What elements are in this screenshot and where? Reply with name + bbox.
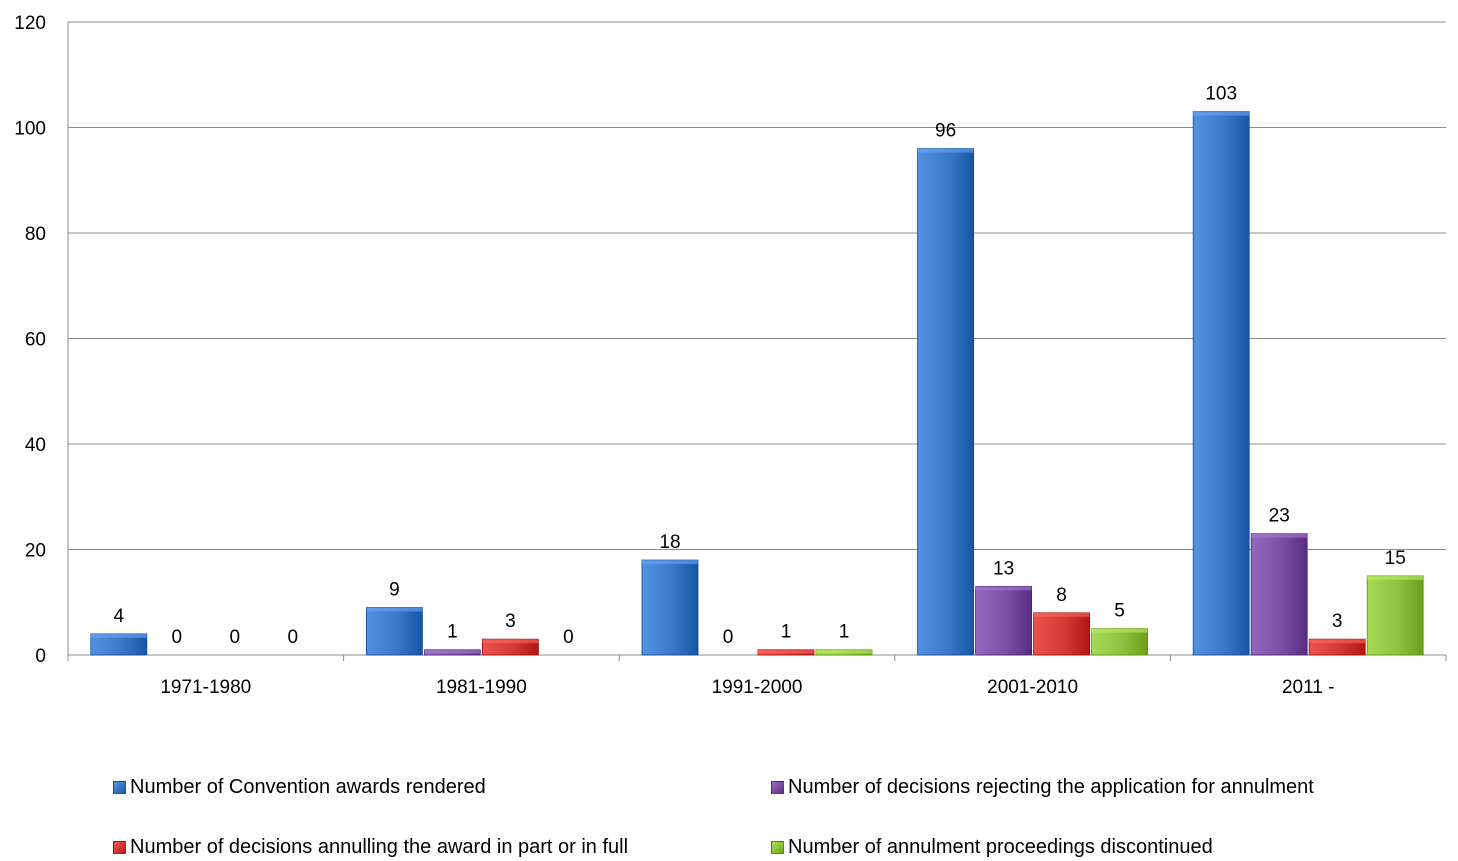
data-label: 9 — [389, 580, 400, 601]
legend-swatch — [113, 781, 126, 794]
data-label: 4 — [114, 606, 125, 627]
data-label: 18 — [659, 532, 680, 553]
bar — [1366, 575, 1424, 656]
bar — [1250, 533, 1308, 656]
legend-item: Number of Convention awards rendered — [113, 776, 486, 799]
data-label: 1 — [447, 622, 458, 643]
bar — [917, 148, 974, 656]
legend-swatch — [113, 841, 126, 854]
y-tick-label: 20 — [25, 541, 46, 562]
bar — [1033, 612, 1090, 656]
bar-highlight — [1033, 612, 1090, 617]
legend-item: Number of decisions rejecting the applic… — [771, 776, 1314, 799]
bar-highlight — [1367, 575, 1424, 580]
y-tick-label: 60 — [25, 330, 46, 351]
bar — [365, 607, 423, 656]
data-label: 5 — [1114, 601, 1125, 622]
bar-highlight — [482, 639, 539, 644]
x-tick-label: 2001-2010 — [987, 677, 1078, 698]
bar-highlight — [816, 649, 872, 654]
bar-highlight — [424, 649, 481, 654]
legend-swatch — [771, 781, 784, 794]
x-tick-label: 1981-1990 — [436, 677, 527, 698]
legend-item: Number of annulment proceedings disconti… — [771, 836, 1213, 859]
data-label: 0 — [723, 627, 734, 648]
y-tick-label: 80 — [25, 224, 46, 245]
data-label: 3 — [505, 611, 516, 632]
bar-highlight — [90, 633, 147, 638]
x-tick-label: 2011 - — [1282, 677, 1334, 698]
y-tick-label: 40 — [25, 435, 46, 456]
legend-label: Number of decisions annulling the award … — [130, 836, 629, 858]
bar-highlight — [1193, 111, 1250, 116]
bar-highlight — [642, 560, 698, 565]
bar-highlight — [1309, 639, 1366, 644]
bar — [975, 586, 1032, 656]
legend-label: Number of Convention awards rendered — [130, 776, 486, 798]
bar-highlight — [366, 607, 423, 612]
bar — [1091, 628, 1148, 656]
data-label: 13 — [993, 558, 1014, 579]
bars — [90, 111, 1424, 656]
y-tick-label: 120 — [14, 13, 46, 34]
data-label: 96 — [935, 121, 956, 142]
legend-label: Number of decisions rejecting the applic… — [788, 776, 1314, 798]
data-label: 0 — [563, 627, 574, 648]
data-label: 0 — [288, 627, 299, 648]
y-tick-label: 100 — [14, 119, 46, 140]
data-label: 103 — [1205, 84, 1237, 105]
data-label: 3 — [1332, 611, 1343, 632]
bar-highlight — [917, 148, 974, 153]
bar-highlight — [1091, 628, 1148, 633]
x-tick-label: 1991-2000 — [712, 677, 803, 698]
bar-highlight — [975, 586, 1032, 591]
data-label: 23 — [1269, 506, 1290, 527]
data-label: 1 — [781, 622, 792, 643]
bar — [1192, 111, 1250, 656]
data-label: 0 — [172, 627, 183, 648]
bar-highlight — [758, 649, 814, 654]
data-label: 15 — [1385, 548, 1406, 569]
data-label: 0 — [230, 627, 241, 648]
legend: Number of Convention awards rendered Numb… — [0, 760, 1458, 861]
legend-swatch — [771, 841, 784, 854]
x-tick-label: 1971-1980 — [160, 677, 251, 698]
bar-highlight — [1251, 533, 1308, 538]
y-tick-label: 0 — [35, 646, 46, 667]
legend-label: Number of annulment proceedings disconti… — [788, 836, 1213, 858]
legend-item: Number of decisions annulling the award … — [113, 836, 628, 859]
bar — [641, 559, 699, 656]
data-label: 1 — [839, 622, 850, 643]
data-label: 8 — [1056, 585, 1067, 606]
